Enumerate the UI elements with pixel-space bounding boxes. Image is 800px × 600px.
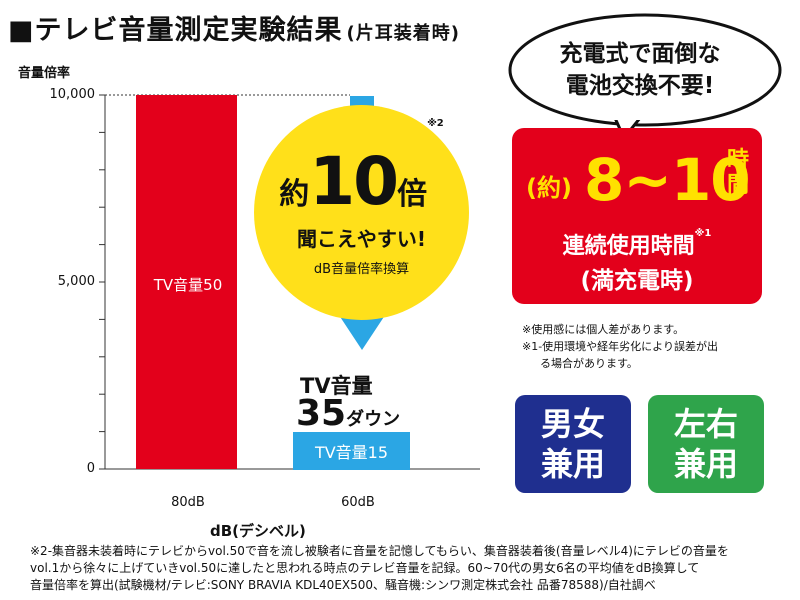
bubble-text: 充電式で面倒な 電池交換不要! xyxy=(510,38,770,102)
callout-prefix: 約 xyxy=(279,176,310,212)
battery-hours: 8~10 xyxy=(584,146,751,214)
speech-bubble-tail-mask xyxy=(605,110,650,120)
callout-easier-to-hear: 聞こえやすい! xyxy=(296,226,427,251)
title-subtitle: (片耳装着時) xyxy=(346,23,460,44)
battery-note-ref: ※1 xyxy=(694,228,712,239)
footnote: ※2-集音器未装着時にテレビからvol.50で音を流し被験者に音量を記憶してもら… xyxy=(30,543,790,594)
x-tick-80db: 80dB xyxy=(171,495,205,510)
left-right-line-1: 左右 xyxy=(673,405,738,443)
footnote-line-1: ※2-集音器未装着時にテレビからvol.50で音を流し被験者に音量を記憶してもら… xyxy=(30,544,729,558)
bar-label-tv50: TV音量50 xyxy=(153,276,223,294)
battery-unit-bottom: 間 xyxy=(727,173,750,198)
callout-headline: 約10倍※2 xyxy=(279,118,444,215)
note-individual-difference: ※使用感には個人差があります。 xyxy=(522,323,685,336)
left-right-badge: 左右 兼用 xyxy=(648,395,764,493)
y-tick-0: 0 xyxy=(86,461,95,476)
battery-prefix: (約) xyxy=(526,174,572,202)
speech-bubble xyxy=(508,13,782,127)
callout-conversion-note: dB音量倍率換算 xyxy=(313,261,410,277)
y-tick-10000: 10,000 xyxy=(49,87,96,102)
y-tick-5000: 5,000 xyxy=(57,274,95,289)
battery-label: 連続使用時間 xyxy=(562,234,695,259)
bar-80db xyxy=(136,95,237,469)
unisex-badge: 男女 兼用 xyxy=(515,395,631,493)
left-right-line-2: 兼用 xyxy=(673,445,738,483)
x-tick-60db: 60dB xyxy=(341,495,375,510)
y-tick-marks xyxy=(99,94,105,470)
footnote-line-2: vol.1から徐々に上げていきvol.50に達したと思われる時点のテレビ音量を記… xyxy=(30,561,700,575)
ten-times-callout: 約10倍 ※2 聞こえやすい! dB音量倍率換算 xyxy=(254,105,469,320)
y-axis-label: 音量倍率 xyxy=(18,66,71,81)
bubble-line-2: 電池交換不要! xyxy=(565,73,715,99)
battery-life-box: (約) 8~10 時 間 連続使用時間※1 (満充電時) xyxy=(512,128,762,304)
battery-hours-unit: 時 間 xyxy=(727,148,753,198)
battery-unit-top: 時 xyxy=(727,148,750,173)
unisex-line-2: 兼用 xyxy=(540,445,605,483)
page-title: ■テレビ音量測定実験結果 (片耳装着時) xyxy=(8,8,460,47)
note-1-line-2: る場合があります。 xyxy=(540,357,638,370)
note-1-line-1: ※1-使用環境や経年劣化により誤差が出 xyxy=(522,340,718,353)
callout-value: 10 xyxy=(309,142,399,220)
title-main: ■テレビ音量測定実験結果 xyxy=(8,15,343,46)
bubble-line-1: 充電式で面倒な xyxy=(559,41,721,67)
volume-down-value: 35 xyxy=(296,393,347,434)
callout-note-ref: ※2 xyxy=(427,117,444,129)
bar-label-tv15: TV音量15 xyxy=(293,432,410,470)
volume-down-unit: ダウン xyxy=(346,409,401,430)
volume-down-title: TV音量 xyxy=(300,374,373,398)
unisex-line-1: 男女 xyxy=(540,405,605,443)
footnote-line-3: 音量倍率を算出(試験機材/テレビ:SONY BRAVIA KDL40EX500、… xyxy=(30,578,656,592)
battery-continuous-label: 連続使用時間※1 xyxy=(512,228,762,260)
x-axis-label: dB(デシベル) xyxy=(210,522,306,540)
volume-down-amount: 35ダウン xyxy=(296,393,400,434)
battery-full-charge: (満充電時) xyxy=(580,268,694,294)
callout-suffix: 倍 xyxy=(397,176,428,212)
